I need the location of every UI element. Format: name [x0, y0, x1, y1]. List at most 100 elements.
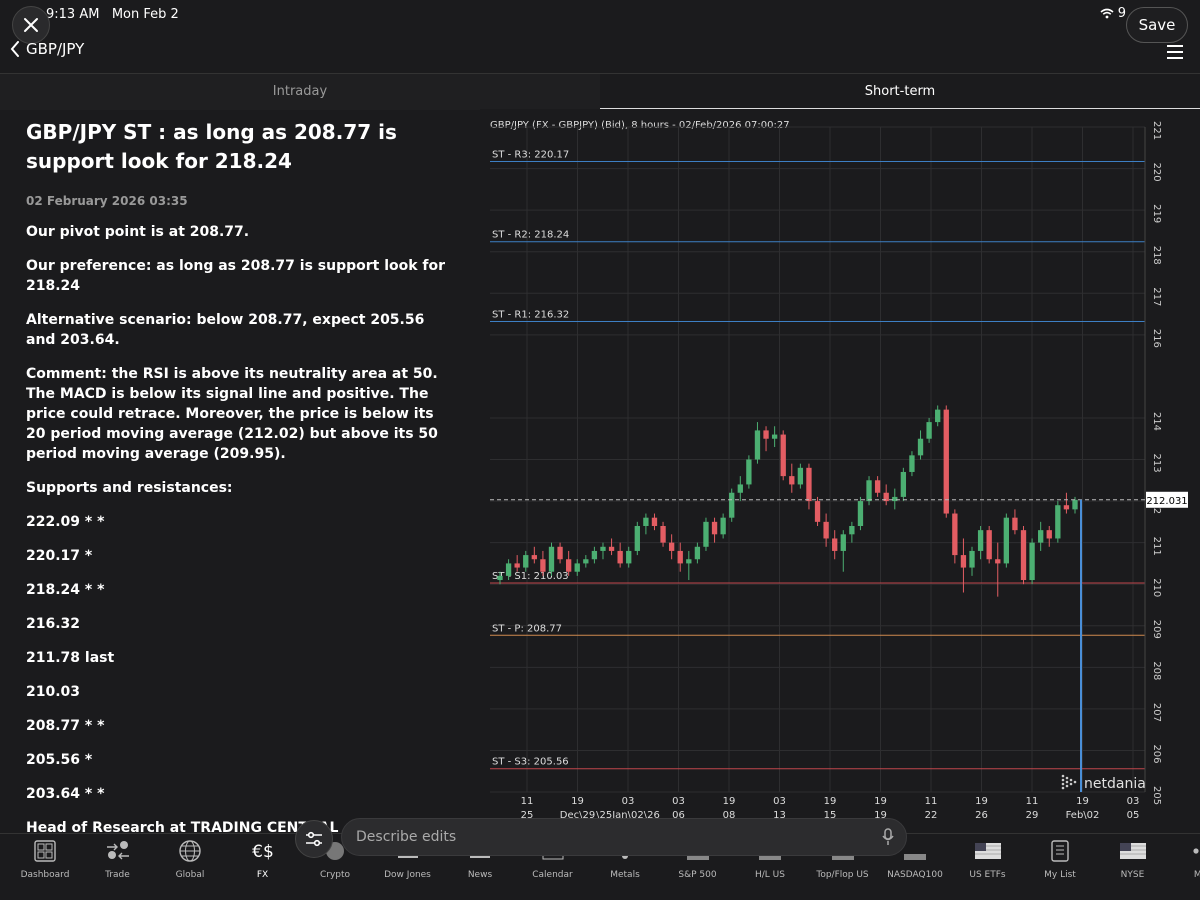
- toolbar-label: My List: [1044, 870, 1076, 880]
- candle-body: [703, 521, 709, 547]
- menu-icon[interactable]: [1166, 44, 1184, 60]
- toolbar-item-top-flop-us[interactable]: Top/Flop US: [809, 838, 877, 894]
- y-tick-label: 207: [1151, 703, 1162, 722]
- candle-body: [754, 430, 761, 460]
- candle-body: [720, 517, 726, 535]
- my-list-icon: [1026, 838, 1094, 864]
- candle-body: [1046, 530, 1052, 539]
- describe-edits-input[interactable]: Describe edits: [341, 818, 907, 856]
- toolbar-item-nyse[interactable]: NYSE: [1099, 838, 1167, 894]
- y-tick-label: 213: [1151, 454, 1162, 473]
- nav-bar: GBP/JPY: [0, 36, 1200, 72]
- toolbar-item-more[interactable]: More: [1171, 838, 1200, 894]
- toolbar-item-my-list[interactable]: My List: [1026, 838, 1094, 894]
- x-tick-label: 15: [824, 810, 837, 821]
- wifi-icon: [1100, 8, 1114, 19]
- article-paragraph: Our pivot point is at 208.77.: [26, 224, 250, 240]
- logo-dot: [1065, 784, 1069, 788]
- last-price-box: [1146, 491, 1188, 508]
- level-label: ST - P: 208.77: [492, 623, 562, 634]
- candle-body: [746, 459, 752, 485]
- level-item: 211.78 last: [26, 650, 115, 666]
- last-price-label: 212.031: [1146, 496, 1187, 507]
- level-item: 210.03: [26, 684, 81, 700]
- candle-body: [643, 517, 649, 526]
- level-item: 218.24 * *: [26, 582, 105, 598]
- dashboard-icon: [11, 838, 79, 864]
- candle-body: [668, 542, 675, 551]
- chart-svg[interactable]: GBP/JPY (FX - GBPJPY) (Bid), 8 hours - 0…: [480, 109, 1200, 829]
- y-tick-label: 216: [1151, 329, 1162, 348]
- y-tick-label: 209: [1151, 620, 1162, 639]
- analysis-article: GBP/JPY ST : as long as 208.77 is suppor…: [26, 118, 456, 832]
- toolbar-label: Trade: [105, 870, 130, 880]
- candle-body: [565, 559, 572, 572]
- microphone-icon[interactable]: [882, 828, 894, 846]
- candle-body: [797, 467, 804, 485]
- candle-body: [523, 555, 529, 568]
- x-tick-label: 25: [521, 810, 534, 821]
- x-tick-label: 26: [975, 810, 988, 821]
- toolbar-label: Global: [175, 870, 205, 880]
- article-paragraph: Supports and resistances:: [26, 480, 233, 496]
- x-tick-label: 29: [1026, 810, 1039, 821]
- candle-body: [608, 546, 615, 551]
- chart-title: GBP/JPY (FX - GBPJPY) (Bid), 8 hours - 0…: [490, 120, 790, 131]
- y-tick-label: 208: [1151, 661, 1162, 680]
- candle-body: [806, 467, 812, 502]
- candle-body: [943, 409, 949, 514]
- x-tick-label: 22: [925, 810, 938, 821]
- candle-body: [694, 546, 701, 560]
- toolbar-item-news[interactable]: News: [446, 838, 514, 894]
- x-tick-label: 19: [874, 796, 887, 807]
- x-tick-label: 11: [521, 796, 534, 807]
- toolbar-item-fx[interactable]: €$ FX: [229, 838, 297, 894]
- toolbar-label: Calendar: [532, 870, 573, 880]
- candle-body: [892, 496, 898, 502]
- toolbar-item-dashboard[interactable]: Dashboard: [11, 838, 79, 894]
- close-button[interactable]: [12, 6, 50, 44]
- x-tick-label: 11: [1026, 796, 1039, 807]
- y-tick-label: 218: [1151, 246, 1162, 265]
- status-bar: 9:13 AM Mon Feb 2 9: [0, 0, 1200, 30]
- candle-body: [763, 430, 769, 439]
- tab-intraday[interactable]: Intraday: [0, 74, 600, 110]
- toolbar-item-nasdaq100[interactable]: NASDAQ100: [881, 838, 949, 894]
- candle-body: [591, 550, 598, 560]
- edit-settings-button[interactable]: [295, 820, 333, 858]
- candle-body: [660, 526, 666, 543]
- candle-body: [686, 559, 692, 564]
- candle-body: [849, 526, 855, 535]
- x-tick-label: 11: [925, 796, 938, 807]
- toolbar-item-global[interactable]: Global: [156, 838, 224, 894]
- toolbar-item-h-l-us[interactable]: H/L US: [736, 838, 804, 894]
- candle-body: [583, 559, 589, 564]
- candle-body: [832, 538, 838, 551]
- toolbar-item-dow-jones[interactable]: Dow Jones: [374, 838, 442, 894]
- candle-body: [626, 550, 632, 564]
- toolbar-item-s-p-500[interactable]: S&P 500: [664, 838, 732, 894]
- candle-body: [857, 501, 864, 526]
- candle-body: [986, 530, 992, 560]
- save-button[interactable]: Save: [1126, 7, 1188, 43]
- candle-body: [771, 434, 778, 439]
- candle-body: [1063, 505, 1070, 510]
- candle-body: [531, 555, 537, 560]
- candle-body: [780, 434, 786, 477]
- y-tick-label: 221: [1151, 121, 1162, 140]
- level-label: ST - S3: 205.56: [492, 757, 569, 768]
- hl-us-icon: [736, 838, 804, 864]
- dow-jones-icon: [374, 838, 442, 864]
- price-chart[interactable]: GBP/JPY (FX - GBPJPY) (Bid), 8 hours - 0…: [480, 109, 1200, 829]
- tab-short-term[interactable]: Short-term: [600, 74, 1200, 110]
- candle-body: [823, 521, 829, 539]
- x-tick-label: Dec\29: [560, 810, 595, 821]
- candle-body: [909, 455, 915, 472]
- candle-body: [557, 546, 563, 560]
- toolbar-item-us-etfs[interactable]: US ETFs: [954, 838, 1022, 894]
- back-button[interactable]: GBP/JPY: [10, 40, 84, 58]
- toolbar-label: Dow Jones: [384, 870, 431, 880]
- toolbar-item-trade[interactable]: Trade: [84, 838, 152, 894]
- svg-text:€$: €$: [252, 842, 274, 862]
